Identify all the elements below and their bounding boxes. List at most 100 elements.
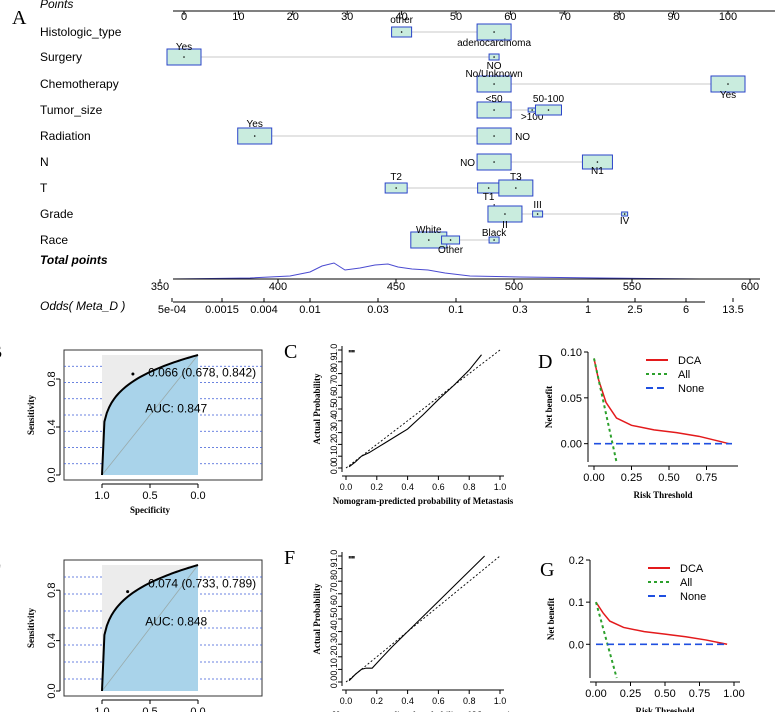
roc-x-tick-label: 1.0: [94, 706, 109, 712]
dca-x-title: Risk Threshold: [634, 490, 693, 500]
level-point: [400, 31, 403, 33]
roc-auc-label: AUC: 0.848: [145, 614, 207, 628]
level-point: [531, 109, 533, 111]
calib-x-tick-label: 0.6: [432, 696, 445, 706]
panel-label: F: [284, 547, 295, 569]
level-point: [515, 187, 517, 189]
level-point: [547, 109, 550, 111]
dca-x-tick-label: 0.50: [658, 472, 679, 484]
level-label: NO: [460, 158, 475, 169]
variable-label: Tumor_size: [40, 103, 103, 117]
level-label: NO: [515, 132, 530, 143]
calib-y-title: Actual Probability: [312, 373, 322, 445]
calib-y-tick-label: 0.3: [329, 638, 339, 651]
level-label: Yes: [720, 90, 736, 101]
dca-legend-label: DCA: [680, 563, 704, 575]
dca-y-title: Net benefit: [546, 598, 556, 640]
variable-label: Surgery: [40, 50, 82, 64]
roc-cutoff-label: 0.066 (0.678, 0.842): [148, 366, 256, 380]
points-axis-label: Points: [40, 0, 73, 11]
calib-ideal-line: [345, 555, 501, 683]
dca-series-dca: [593, 358, 730, 445]
roc-x-tick-label: 0.0: [190, 490, 205, 502]
calib-y-tick-label: 0.4: [329, 625, 339, 638]
level-label: 50-100: [533, 94, 565, 105]
level-label: White: [416, 225, 442, 236]
level-label: Yes: [247, 119, 263, 130]
level-label: T1: [483, 192, 495, 203]
variable-label: Race: [40, 233, 68, 247]
points-tick-label: 100: [719, 11, 737, 23]
calib-x-tick-label: 0.8: [463, 696, 476, 706]
level-label: N1: [591, 166, 604, 177]
total-points-tick-label: 350: [151, 281, 169, 293]
roc-y-tick-label: 0.0: [46, 683, 58, 698]
dca-x-tick-label: 0.75: [689, 688, 710, 700]
roc-y-title: Sensitivity: [26, 608, 36, 649]
calib-x-tick-label: 0.4: [401, 696, 414, 706]
calib-y-tick-label: 0.2: [329, 651, 339, 664]
dca-x-tick-label: 0.00: [583, 472, 604, 484]
dca-x-tick-label: 0.00: [585, 688, 606, 700]
roc-diagonal: [101, 354, 199, 476]
roc-x-tick-label: 0.5: [142, 490, 157, 502]
calib-x-title: Nomogram-predicted probability of Metast…: [333, 710, 514, 712]
dca-panel-g: G 0.0 0.1 0.2 0.00 0.25 0.50 0.75 1.00 Risk Thres…: [540, 555, 745, 712]
calib-x-tick-label: 0.0: [340, 482, 353, 492]
level-label: T3: [510, 172, 522, 183]
odds-tick-label: 5e-04: [158, 304, 186, 316]
odds-label: Odds( Meta_D ): [40, 299, 125, 313]
dca-y-tick-label: 0.05: [561, 393, 582, 405]
nomogram-panel: A Points 0 10 20 30 40 50 60 70 80 90 100 Histolog…: [12, 0, 775, 316]
odds-tick-label: 2.5: [627, 304, 642, 316]
calib-x-tick-label: 0.2: [371, 696, 384, 706]
total-points-tick-label: 550: [623, 281, 641, 293]
level-point: [449, 239, 452, 241]
odds-tick-label: 0.0015: [205, 304, 239, 316]
roc-y-tick-label: 0.4: [46, 419, 58, 434]
calib-y-tick-label: 0.5: [329, 403, 339, 416]
roc-panel-b: B 0.0 0.4 0.8 1.0 0.5 0.0 Specificity Sensitivit…: [0, 341, 263, 515]
roc-curve: [101, 564, 199, 692]
calib-y-tick-label: 1.0: [329, 550, 339, 563]
roc-cutoff-point: [126, 590, 130, 594]
roc-x-tick-label: 0.0: [190, 706, 205, 712]
roc-panel-e: E0.00.40.81.00.50.0SpecificitySensitivit…: [0, 551, 263, 712]
calib-y-tick-label: 0.9: [329, 356, 339, 369]
level-label: II: [502, 220, 508, 231]
calib-y-tick-label: 0.7: [329, 588, 339, 601]
roc-y-tick-label: 0.8: [46, 371, 58, 386]
dca-x-tick-label: 0.25: [620, 688, 641, 700]
level-label: <50: [486, 94, 503, 105]
points-tick-label: 10: [232, 11, 244, 23]
odds-tick-label: 6: [683, 304, 689, 316]
level-label: No/Unknown: [465, 69, 522, 80]
calib-x-tick-label: 0.4: [401, 482, 414, 492]
total-points-tick-label: 500: [505, 281, 523, 293]
points-tick-label: 0: [181, 11, 187, 23]
calib-curve: [348, 555, 485, 682]
calib-y-tick-label: 0.7: [329, 379, 339, 392]
calib-y-tick-label: 0.1: [329, 450, 339, 463]
dca-y-tick-label: 0.2: [569, 555, 584, 567]
total-points-label: Total points: [40, 253, 108, 267]
dca-y-title: Net benefit: [544, 386, 554, 428]
level-point: [493, 83, 495, 85]
level-label: T2: [390, 172, 402, 183]
level-label: Black: [482, 228, 507, 239]
odds-tick-label: 0.1: [448, 304, 463, 316]
points-tick-label: 40: [395, 11, 407, 23]
roc-cutoff-point: [131, 372, 135, 376]
roc-curve: [101, 354, 199, 476]
roc-x-tick-label: 0.5: [142, 706, 157, 712]
calib-y-tick-label: 0.0: [329, 462, 339, 475]
level-point: [596, 161, 599, 163]
calib-y-tick-label: 0.9: [329, 562, 339, 575]
dca-legend-label: None: [680, 591, 706, 603]
calib-x-tick-label: 0.0: [340, 696, 353, 706]
odds-tick-label: 0.01: [299, 304, 320, 316]
points-tick-label: 20: [287, 11, 299, 23]
dca-legend-label: All: [680, 577, 692, 589]
